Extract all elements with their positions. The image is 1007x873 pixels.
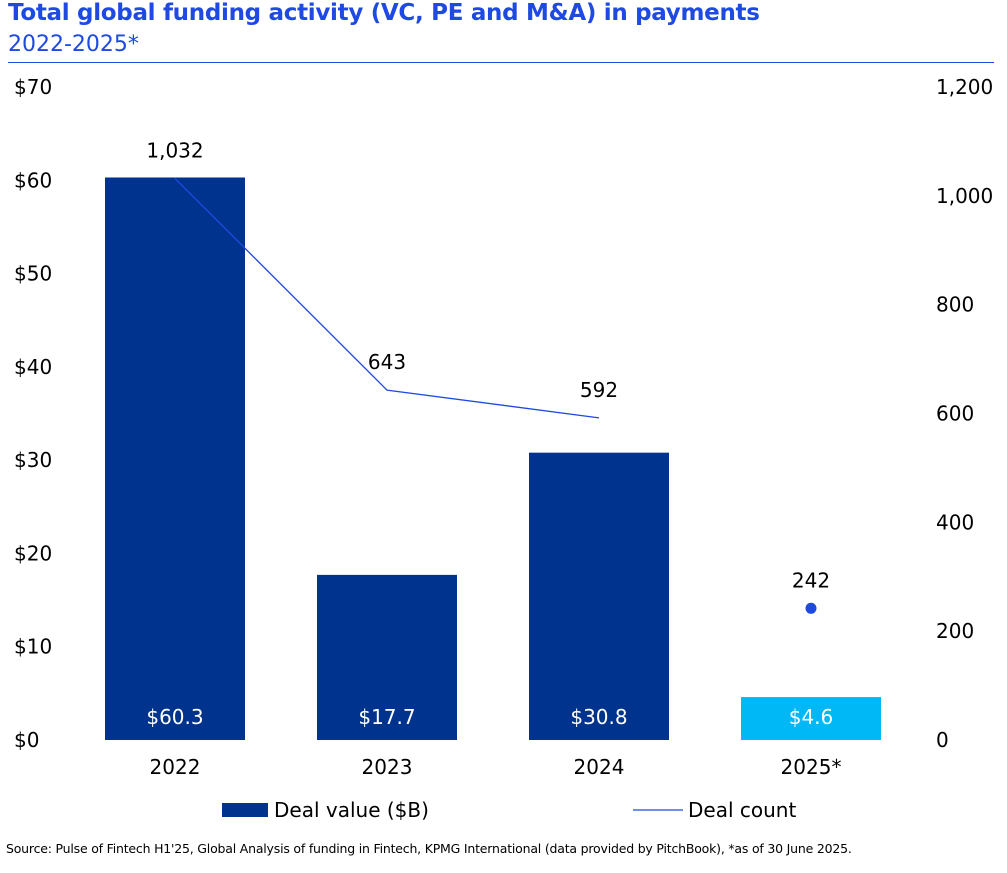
right-axis-tick-label: 800 bbox=[936, 293, 974, 317]
right-axis-tick-label: 0 bbox=[936, 728, 949, 752]
deal-count-line bbox=[174, 177, 600, 419]
deal-count-label: 643 bbox=[368, 350, 406, 374]
chart-title: Total global funding activity (VC, PE an… bbox=[8, 0, 760, 26]
deal-count-label: 1,032 bbox=[146, 138, 203, 162]
left-axis-tick-label: $0 bbox=[14, 728, 39, 752]
bar-deal-value bbox=[105, 177, 245, 741]
left-axis-tick-label: $20 bbox=[14, 541, 52, 565]
category-label: 2025* bbox=[781, 755, 842, 779]
left-axis-tick-label: $50 bbox=[14, 262, 52, 286]
legend-swatch-deal-value bbox=[222, 803, 268, 817]
bar-value-label: $4.6 bbox=[789, 705, 834, 729]
bar-value-label: $17.7 bbox=[358, 705, 415, 729]
left-axis-tick-label: $60 bbox=[14, 168, 52, 192]
category-label: 2022 bbox=[150, 755, 201, 779]
chart-subtitle: 2022-2025* bbox=[8, 32, 139, 57]
left-axis-tick-label: $30 bbox=[14, 448, 52, 472]
deal-count-point bbox=[805, 602, 817, 614]
source-note: Source: Pulse of Fintech H1'25, Global A… bbox=[6, 841, 852, 856]
legend-label-deal-value: Deal value ($B) bbox=[274, 798, 429, 822]
bar-value-label: $60.3 bbox=[146, 705, 203, 729]
deal-count-label: 242 bbox=[792, 568, 830, 592]
right-axis-tick-label: 1,000 bbox=[936, 184, 993, 208]
right-axis-tick-label: 200 bbox=[936, 619, 974, 643]
bar-deal-value bbox=[317, 574, 457, 740]
bar-deal-value bbox=[741, 697, 881, 740]
bar-deal-value bbox=[529, 452, 669, 740]
title-divider bbox=[8, 62, 994, 63]
category-label: 2023 bbox=[362, 755, 413, 779]
right-axis-tick-label: 600 bbox=[936, 402, 974, 426]
deal-count-label: 592 bbox=[580, 378, 618, 402]
category-label: 2024 bbox=[574, 755, 625, 779]
right-axis-tick-label: 400 bbox=[936, 510, 974, 534]
legend-label-deal-count: Deal count bbox=[688, 798, 796, 822]
left-axis-tick-label: $70 bbox=[14, 75, 52, 99]
bar-value-label: $30.8 bbox=[570, 705, 627, 729]
left-axis-tick-label: $10 bbox=[14, 635, 52, 659]
left-axis-tick-label: $40 bbox=[14, 355, 52, 379]
right-axis-tick-label: 1,200 bbox=[936, 75, 993, 99]
